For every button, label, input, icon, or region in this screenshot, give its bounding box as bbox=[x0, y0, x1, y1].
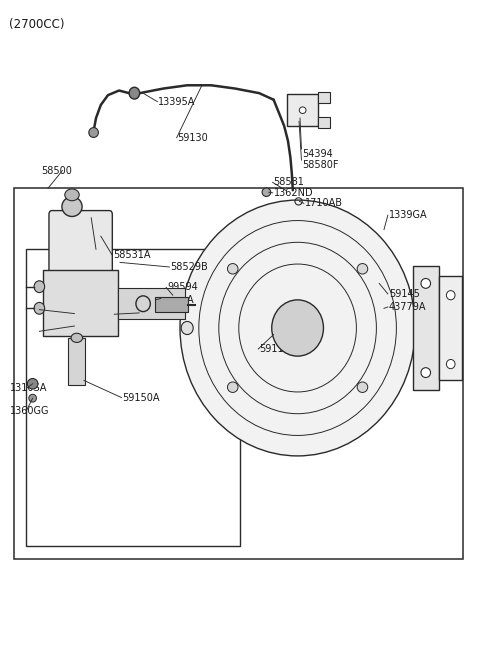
Text: 58550A: 58550A bbox=[156, 295, 194, 305]
FancyBboxPatch shape bbox=[49, 211, 112, 274]
Text: 43779A: 43779A bbox=[389, 302, 426, 312]
Text: 58500: 58500 bbox=[41, 165, 72, 176]
Ellipse shape bbox=[129, 87, 140, 99]
Bar bbox=[318, 117, 330, 128]
Ellipse shape bbox=[446, 291, 455, 300]
Ellipse shape bbox=[65, 189, 79, 201]
Text: 58540A: 58540A bbox=[115, 309, 153, 319]
Bar bbox=[14, 188, 463, 559]
Ellipse shape bbox=[89, 127, 98, 137]
Ellipse shape bbox=[300, 107, 306, 113]
Ellipse shape bbox=[421, 278, 431, 288]
Text: 59110B: 59110B bbox=[259, 344, 297, 354]
Text: 59130: 59130 bbox=[178, 133, 208, 143]
Text: 59150A: 59150A bbox=[122, 392, 160, 403]
Ellipse shape bbox=[228, 264, 238, 274]
Text: 1710AB: 1710AB bbox=[305, 198, 343, 209]
Ellipse shape bbox=[181, 321, 193, 335]
Ellipse shape bbox=[71, 333, 83, 342]
Text: 1339GA: 1339GA bbox=[389, 210, 427, 220]
Text: 54394: 54394 bbox=[302, 149, 333, 159]
Text: 1360GG: 1360GG bbox=[10, 405, 49, 416]
Text: 58581: 58581 bbox=[274, 177, 304, 188]
Text: 58672: 58672 bbox=[53, 308, 84, 319]
Text: 59145: 59145 bbox=[389, 289, 420, 299]
Ellipse shape bbox=[29, 394, 36, 402]
Bar bbox=[26, 249, 240, 546]
Text: 58510A: 58510A bbox=[55, 213, 93, 223]
Bar bbox=[68, 338, 85, 385]
Ellipse shape bbox=[421, 367, 431, 378]
Bar bbox=[43, 270, 118, 336]
Bar bbox=[118, 288, 185, 319]
Text: 58529B: 58529B bbox=[170, 262, 208, 272]
Ellipse shape bbox=[34, 281, 45, 293]
Ellipse shape bbox=[228, 382, 238, 392]
Bar bbox=[413, 266, 439, 390]
Ellipse shape bbox=[34, 302, 45, 314]
Bar bbox=[318, 92, 330, 103]
Text: 58531A: 58531A bbox=[113, 249, 150, 260]
Text: 58580F: 58580F bbox=[302, 160, 339, 171]
Ellipse shape bbox=[357, 264, 368, 274]
Text: 1310SA: 1310SA bbox=[10, 383, 47, 394]
Ellipse shape bbox=[272, 300, 324, 356]
Text: 13395A: 13395A bbox=[158, 96, 196, 107]
Ellipse shape bbox=[446, 359, 455, 369]
Ellipse shape bbox=[62, 197, 82, 216]
Bar bbox=[287, 94, 318, 126]
Bar bbox=[439, 276, 462, 380]
Ellipse shape bbox=[357, 382, 368, 392]
Text: (2700CC): (2700CC) bbox=[9, 18, 64, 31]
Ellipse shape bbox=[27, 379, 38, 389]
Ellipse shape bbox=[180, 200, 415, 456]
Text: 1362ND: 1362ND bbox=[274, 188, 313, 198]
Bar bbox=[155, 297, 188, 312]
Ellipse shape bbox=[262, 188, 271, 197]
Text: 99594: 99594 bbox=[167, 282, 198, 293]
Text: 58672: 58672 bbox=[53, 321, 84, 331]
